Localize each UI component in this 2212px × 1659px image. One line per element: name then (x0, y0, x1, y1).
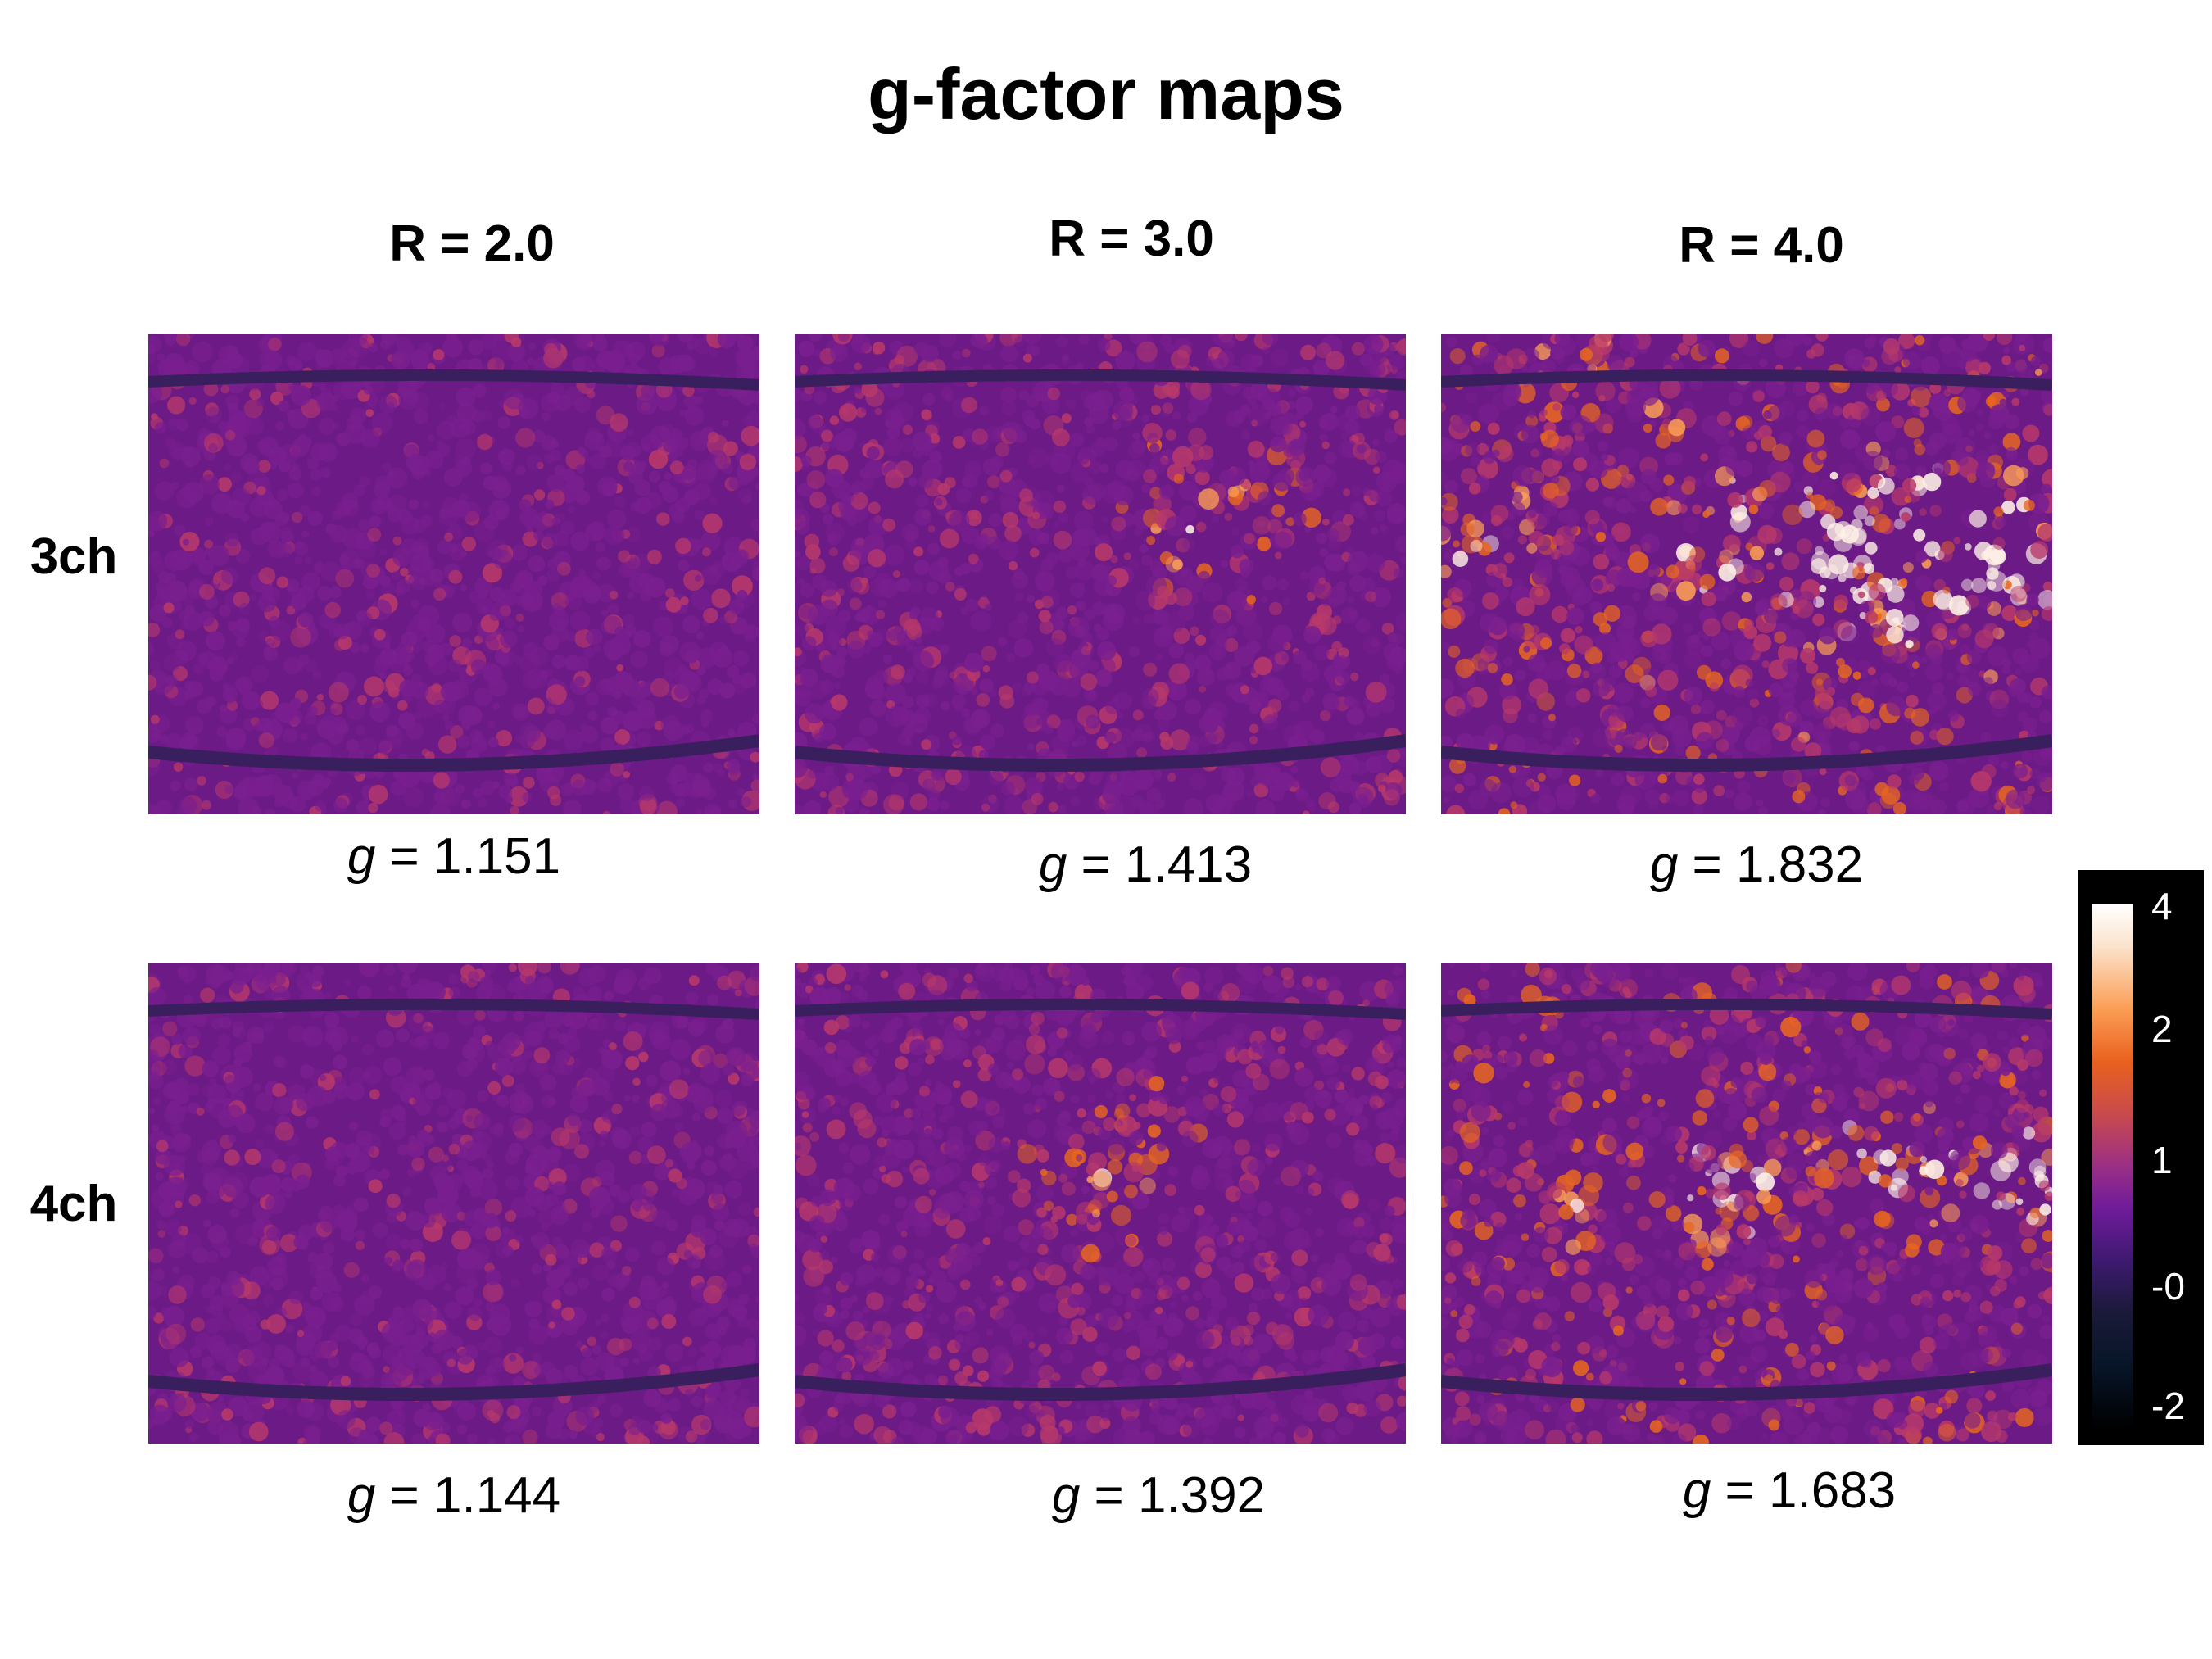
g-symbol: g (1038, 836, 1067, 893)
g-number: = 1.144 (375, 1467, 561, 1524)
map-texture (795, 334, 1406, 814)
g-value-3ch-r4: g = 1.832 (1451, 832, 2062, 898)
colorbar: 4 2 1 -0 -2 (2078, 870, 2204, 1445)
g-number: = 1.683 (1711, 1462, 1897, 1519)
g-symbol: g (347, 1467, 376, 1524)
g-symbol: g (1649, 836, 1679, 893)
g-value-4ch-r4: g = 1.683 (1484, 1458, 2095, 1524)
map-texture (795, 963, 1406, 1444)
g-symbol: g (1051, 1467, 1081, 1524)
gfactor-map-3ch-r2 (148, 334, 759, 814)
column-label-r2: R = 2.0 (389, 215, 555, 272)
figure-title: g-factor maps (868, 53, 1344, 134)
map-texture (1441, 963, 2052, 1444)
gfactor-map-3ch-r4 (1441, 334, 2052, 814)
column-label-r4: R = 4.0 (1679, 217, 1844, 274)
g-value-4ch-r2: g = 1.144 (148, 1463, 759, 1529)
g-number: = 1.832 (1678, 836, 1864, 893)
map-texture (148, 963, 759, 1444)
colorbar-tick-neg2: -2 (2151, 1385, 2185, 1427)
g-symbol: g (347, 828, 376, 885)
g-number: = 1.151 (375, 828, 561, 885)
g-number: = 1.413 (1067, 836, 1253, 893)
colorbar-tick-1: 1 (2151, 1139, 2173, 1181)
row-label-3ch: 3ch (29, 528, 118, 585)
column-label-r3: R = 3.0 (1049, 211, 1214, 267)
colorbar-tick-2: 2 (2151, 1008, 2173, 1050)
g-value-4ch-r3: g = 1.392 (853, 1463, 1464, 1529)
g-value-3ch-r2: g = 1.151 (148, 824, 759, 890)
gfactor-map-4ch-r2 (148, 963, 759, 1444)
row-label-4ch: 4ch (29, 1176, 118, 1232)
map-texture (148, 334, 759, 814)
gfactor-map-4ch-r4 (1441, 963, 2052, 1444)
g-value-3ch-r3: g = 1.413 (840, 832, 1451, 898)
gfactor-map-4ch-r3 (795, 963, 1406, 1444)
g-number: = 1.392 (1080, 1467, 1266, 1524)
colorbar-tick-neg0: -0 (2151, 1265, 2185, 1308)
map-texture (1441, 334, 2052, 814)
gfactor-map-3ch-r3 (795, 334, 1406, 814)
colorbar-gradient (2092, 904, 2133, 1429)
colorbar-tick-4: 4 (2151, 885, 2173, 927)
g-symbol: g (1682, 1462, 1711, 1519)
